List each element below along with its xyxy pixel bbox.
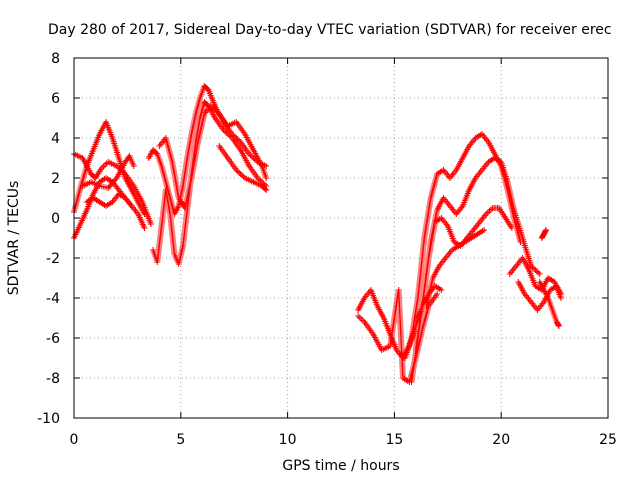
- series-arc-9: [216, 143, 270, 193]
- y-tick-label: 6: [51, 91, 60, 107]
- x-tick-label: 15: [385, 432, 403, 448]
- data-point: [254, 175, 261, 181]
- data-point: [558, 291, 565, 297]
- data-point: [263, 187, 270, 193]
- x-tick-label: 0: [70, 432, 79, 448]
- data-point: [240, 173, 247, 180]
- data-point: [236, 169, 243, 176]
- x-tick-label: 25: [599, 432, 617, 448]
- y-tick-label: 4: [51, 131, 60, 147]
- data-point: [130, 163, 137, 169]
- data-point: [211, 107, 218, 113]
- data-point: [555, 323, 562, 329]
- data-point: [536, 271, 543, 277]
- y-tick-label: 0: [51, 211, 60, 227]
- data-point: [220, 127, 227, 133]
- series-arc-14: [412, 205, 515, 353]
- data-point: [262, 186, 269, 192]
- data-point: [239, 172, 246, 179]
- data-point: [233, 167, 240, 173]
- y-axis-label: SDTVAR / TECUs: [6, 181, 22, 296]
- y-tick-label: -4: [46, 291, 60, 307]
- data-point: [237, 171, 244, 177]
- data-point: [533, 268, 540, 275]
- data-point: [224, 131, 231, 137]
- data-point: [147, 221, 154, 227]
- data-point: [532, 267, 539, 273]
- x-tick-label: 5: [176, 432, 185, 448]
- series-arc-19: [538, 227, 550, 241]
- data-point: [214, 109, 221, 116]
- data-point: [141, 211, 148, 217]
- data-point: [234, 168, 241, 175]
- x-tick-label: 20: [492, 432, 510, 448]
- data-point: [141, 225, 148, 231]
- data-point: [113, 163, 120, 169]
- data-point: [543, 227, 550, 233]
- data-point: [223, 129, 230, 136]
- axis-ticks: 0 5 10 15 20 25 -10 -8 -6 -4 -2 0 2 4 6 8: [37, 51, 617, 448]
- data-point: [249, 153, 255, 160]
- series-arc-16: [506, 255, 565, 301]
- chart-title: Day 280 of 2017, Sidereal Day-to-day VTE…: [48, 22, 612, 38]
- data-point: [263, 175, 270, 181]
- y-tick-label: -6: [46, 331, 60, 347]
- data-point: [529, 264, 536, 271]
- data-point: [226, 132, 233, 139]
- y-tick-label: -10: [37, 411, 60, 427]
- y-tick-label: -8: [46, 371, 60, 387]
- series-arc-18: [536, 279, 562, 329]
- data-point: [530, 265, 537, 272]
- data-point: [128, 203, 135, 209]
- series-arc-15: [423, 227, 488, 309]
- data-point: [555, 322, 562, 328]
- data-point: [247, 152, 254, 159]
- data-point: [210, 105, 217, 112]
- data-points: [71, 83, 565, 385]
- data-point: [481, 227, 488, 233]
- data-point: [508, 225, 515, 231]
- y-tick-label: -2: [46, 251, 60, 267]
- data-point: [227, 133, 234, 140]
- y-tick-label: 8: [51, 51, 60, 67]
- data-point: [213, 108, 220, 115]
- series-arc-4: [79, 153, 137, 191]
- x-axis-label: GPS time / hours: [282, 458, 399, 474]
- data-point: [112, 176, 119, 183]
- data-point: [256, 176, 263, 183]
- plot-frame: [73, 57, 609, 419]
- data-point: [246, 151, 253, 157]
- data-point: [542, 228, 549, 234]
- y-tick-label: 2: [51, 171, 60, 187]
- data-point: [236, 137, 243, 144]
- data-point: [221, 128, 228, 135]
- data-point: [528, 263, 535, 269]
- data-point: [438, 287, 445, 293]
- data-point: [434, 291, 441, 297]
- series-arc-5: [83, 191, 135, 209]
- data-point: [209, 104, 216, 111]
- data-point: [207, 103, 214, 109]
- series-arc-8: [156, 103, 270, 211]
- x-tick-label: 10: [279, 432, 297, 448]
- grid: [74, 58, 608, 418]
- data-point: [535, 269, 542, 276]
- data-point: [250, 155, 257, 161]
